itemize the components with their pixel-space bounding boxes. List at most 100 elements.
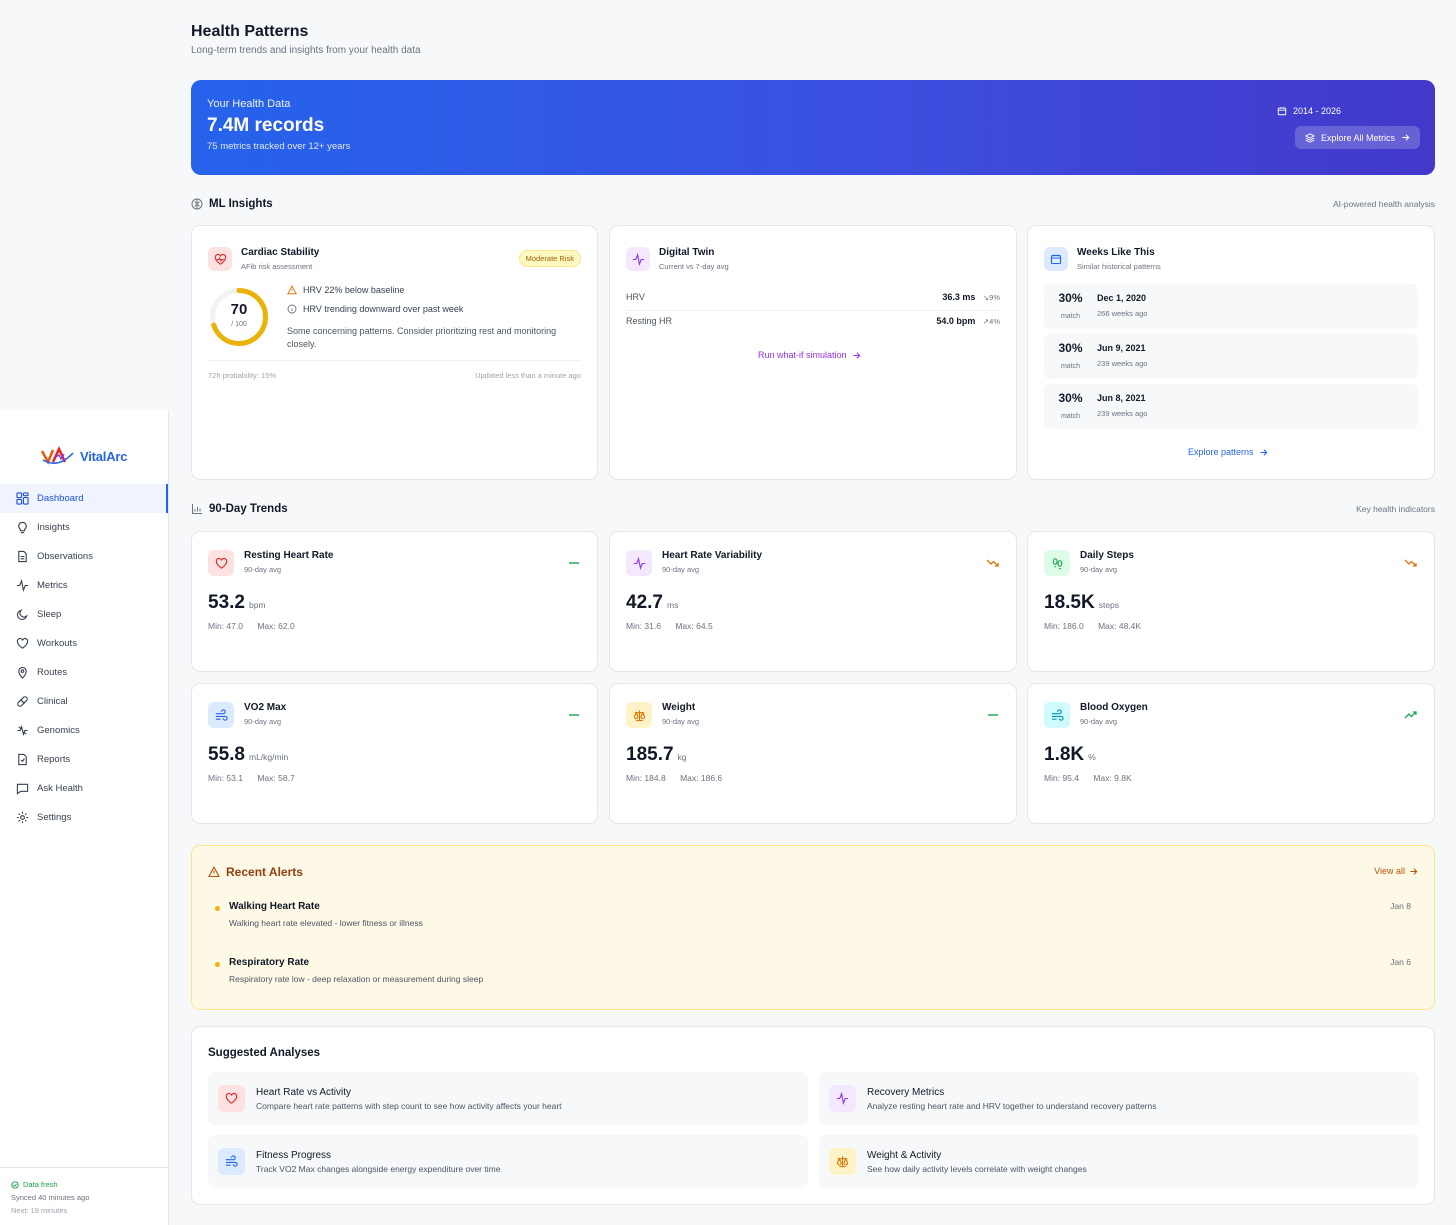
- sidebar-item-reports[interactable]: Reports: [0, 745, 168, 774]
- check-circle-icon: [11, 1180, 19, 1189]
- trend-min: Min: 184.8: [626, 773, 666, 783]
- app-logo[interactable]: VitalArc: [0, 410, 168, 480]
- heart-pulse-icon: [208, 247, 232, 271]
- card-title-wrap: Digital Twin Current vs 7-day avg: [659, 247, 729, 271]
- weeks-ago: 266 weeks ago: [1097, 308, 1148, 318]
- sidebar-item-settings[interactable]: Settings: [0, 803, 168, 832]
- ml-insights-header: ML Insights AI-powered health analysis: [191, 198, 1435, 210]
- sidebar-item-ask-health[interactable]: Ask Health: [0, 774, 168, 803]
- score-value: 70: [230, 301, 248, 318]
- trend-card[interactable]: Resting Heart Rate 90-day avg 53.2 bpm M…: [191, 531, 598, 672]
- trend-card[interactable]: Heart Rate Variability 90-day avg 42.7 m…: [609, 531, 1017, 672]
- heart-icon: [16, 637, 29, 649]
- view-all-label: View all: [1374, 866, 1405, 876]
- trend-value-wrap: 18.5K steps: [1044, 592, 1119, 614]
- sidebar-item-sleep[interactable]: Sleep: [0, 600, 168, 629]
- footprints-icon: [1044, 550, 1070, 576]
- trend-range: Min: 184.8 Max: 186.6: [626, 773, 734, 783]
- sidebar-item-insights[interactable]: Insights: [0, 513, 168, 542]
- suggested-title: Suggested Analyses: [208, 1047, 321, 1059]
- sidebar-item-clinical[interactable]: Clinical: [0, 687, 168, 716]
- trend-unit: %: [1088, 752, 1096, 762]
- explore-all-metrics-button[interactable]: Explore All Metrics: [1294, 126, 1420, 149]
- sidebar-item-label: Metrics: [37, 580, 68, 591]
- sidebar-item-observations[interactable]: Observations: [0, 542, 168, 571]
- trend-range: Min: 31.6 Max: 64.5: [626, 621, 725, 631]
- alert-description: Respiratory rate low - deep relaxation o…: [229, 974, 484, 984]
- similar-week-item[interactable]: 30% match Dec 1, 2020 266 weeks ago: [1044, 284, 1418, 329]
- suggested-analysis-item[interactable]: Heart Rate vs Activity Compare heart rat…: [208, 1072, 808, 1125]
- digital-twin-card[interactable]: Digital Twin Current vs 7-day avg HRV 36…: [609, 225, 1017, 480]
- sidebar-item-label: Workouts: [37, 638, 77, 649]
- vitalarc-logo-icon: [40, 445, 76, 467]
- alert-date: Jan 6: [1390, 957, 1411, 967]
- suggested-description: Compare heart rate patterns with step co…: [256, 1100, 562, 1111]
- card-title-wrap: Blood Oxygen 90-day avg: [1080, 702, 1148, 728]
- similar-week-item[interactable]: 30% match Jun 9, 2021 239 weeks ago: [1044, 334, 1418, 379]
- twin-metric-delta: 4%: [989, 317, 1000, 326]
- trend-range: Min: 53.1 Max: 58.7: [208, 773, 307, 783]
- suggested-name: Fitness Progress: [256, 1149, 332, 1161]
- explore-patterns-link[interactable]: Explore patterns: [1188, 447, 1268, 457]
- sidebar-item-workouts[interactable]: Workouts: [0, 629, 168, 658]
- alert-item[interactable]: Respiratory Rate Respiratory rate low - …: [215, 957, 1411, 984]
- weeks-ago: 239 weeks ago: [1097, 358, 1148, 368]
- trend-card[interactable]: Weight 90-day avg 185.7 kg Min: 184.8 Ma…: [609, 683, 1017, 824]
- suggested-analysis-item[interactable]: Recovery Metrics Analyze resting heart r…: [819, 1072, 1419, 1125]
- suggested-analysis-item[interactable]: Weight & Activity See how daily activity…: [819, 1135, 1419, 1188]
- ml-insights-title: ML Insights: [209, 198, 273, 210]
- activity-icon: [626, 247, 650, 271]
- trend-unit: ms: [666, 600, 679, 610]
- week-date-wrap: Jun 9, 2021 239 weeks ago: [1097, 343, 1147, 371]
- activity-icon: [16, 579, 29, 592]
- cardiac-stability-card[interactable]: Cardiac Stability AFib risk assessment M…: [191, 225, 598, 480]
- alert-item[interactable]: Walking Heart Rate Walking heart rate el…: [215, 901, 1411, 928]
- suggested-description: Track VO2 Max changes alongside energy e…: [256, 1163, 501, 1174]
- insight-message: HRV trending downward over past week: [287, 304, 463, 314]
- card-header: VO2 Max 90-day avg: [208, 702, 286, 728]
- weeks-like-this-card[interactable]: Weeks Like This Similar historical patte…: [1027, 225, 1435, 480]
- suggested-name: Recovery Metrics: [867, 1086, 945, 1098]
- health-data-banner: Your Health Data 7.4M records 75 metrics…: [191, 80, 1435, 175]
- dna-icon: [17, 724, 28, 737]
- trend-value-wrap: 53.2 bpm: [208, 592, 266, 614]
- twin-metric-delta: 9%: [989, 293, 1000, 302]
- trend-max: Max: 9.8K: [1093, 773, 1132, 783]
- sidebar-item-dashboard[interactable]: Dashboard: [0, 484, 168, 513]
- trends-caption: Key health indicators: [1356, 504, 1435, 514]
- card-header: Cardiac Stability AFib risk assessment: [208, 247, 319, 271]
- pill-icon: [17, 696, 28, 707]
- suggested-text-wrap: Fitness Progress Track VO2 Max changes a…: [256, 1150, 500, 1174]
- score-gauge-arc: [210, 288, 268, 346]
- trend-card[interactable]: Blood Oxygen 90-day avg 1.8K % Min: 95.4…: [1027, 683, 1435, 824]
- sidebar-item-genomics[interactable]: Genomics: [0, 716, 168, 745]
- card-title-wrap: Daily Steps 90-day avg: [1080, 550, 1134, 576]
- run-simulation-link[interactable]: Run what-if simulation: [758, 350, 861, 360]
- similar-week-item[interactable]: 30% match Jun 8, 2021 239 weeks ago: [1044, 384, 1418, 429]
- trend-value: 53.2: [208, 592, 245, 613]
- recent-alerts-panel: Recent Alerts View all Walking Heart Rat…: [191, 845, 1435, 1010]
- trend-value-wrap: 55.8 mL/kg/min: [208, 744, 288, 766]
- week-date: Jun 8, 2021: [1097, 392, 1146, 403]
- trend-card[interactable]: Daily Steps 90-day avg 18.5K steps Min: …: [1027, 531, 1435, 672]
- view-all-alerts-link[interactable]: View all: [1374, 866, 1418, 876]
- trend-min: Min: 95.4: [1044, 773, 1079, 783]
- data-fresh-status: Data fresh: [11, 1178, 168, 1191]
- layers-icon: [1304, 132, 1315, 143]
- sidebar-item-label: Insights: [37, 522, 70, 533]
- risk-badge: Moderate Risk: [518, 250, 581, 267]
- scale-icon: [829, 1148, 856, 1175]
- trend-unit: mL/kg/min: [248, 752, 289, 762]
- ml-insights-caption: AI-powered health analysis: [1332, 199, 1435, 209]
- trend-value-wrap: 1.8K %: [1044, 744, 1096, 766]
- trend-card[interactable]: VO2 Max 90-day avg 55.8 mL/kg/min Min: 5…: [191, 683, 598, 824]
- suggested-analysis-item[interactable]: Fitness Progress Track VO2 Max changes a…: [208, 1135, 808, 1188]
- trend-value-wrap: 42.7 ms: [626, 592, 678, 614]
- probability-label: 72h probability: 15%: [208, 371, 276, 380]
- heart-icon: [208, 550, 234, 576]
- sidebar-item-metrics[interactable]: Metrics: [0, 571, 168, 600]
- twin-metric-value: 54.0 bpm: [936, 316, 976, 326]
- alerts-title: Recent Alerts: [226, 865, 303, 879]
- sidebar-item-routes[interactable]: Routes: [0, 658, 168, 687]
- activity-icon: [626, 550, 652, 576]
